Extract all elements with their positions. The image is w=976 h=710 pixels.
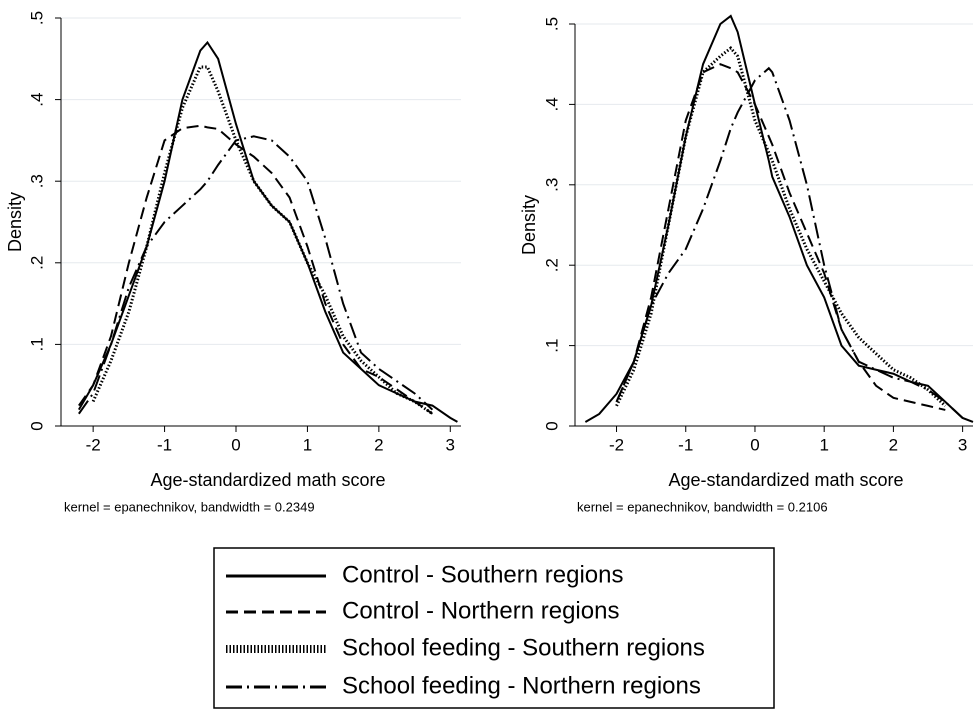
y-tick-label: .4	[27, 93, 46, 107]
x-tick-label: 1	[303, 435, 312, 454]
x-tick-label: 2	[889, 435, 898, 454]
legend-label: Control - Northern regions	[342, 597, 619, 624]
y-tick-label: 0	[542, 421, 561, 430]
legend-label: Control - Southern regions	[342, 561, 623, 588]
density-line	[78, 124, 433, 415]
density-line	[615, 63, 946, 411]
y-tick-label: .5	[542, 17, 561, 31]
x-tick-label: -1	[157, 435, 172, 454]
y-tick-label: .2	[542, 258, 561, 272]
y-tick-label: .3	[27, 174, 46, 188]
legend-label: School feeding - Northern regions	[342, 672, 701, 699]
density-line	[78, 135, 434, 415]
x-axis-title: Age-standardized math score	[668, 470, 903, 490]
y-axis-title: Density	[5, 192, 25, 252]
x-tick-label: 0	[231, 435, 240, 454]
density-line	[91, 65, 434, 415]
x-tick-label: 2	[374, 435, 383, 454]
y-tick-label: .5	[27, 11, 46, 25]
legend-label: School feeding - Southern regions	[342, 634, 705, 661]
y-tick-label: .1	[542, 339, 561, 353]
y-tick-label: .2	[27, 256, 46, 270]
x-tick-label: -2	[609, 435, 624, 454]
y-tick-label: 0	[27, 421, 46, 430]
x-tick-label: 0	[750, 435, 759, 454]
y-tick-label: .3	[542, 178, 561, 192]
density-line	[615, 66, 964, 419]
x-axis-title: Age-standardized math score	[150, 470, 385, 490]
x-tick-label: -1	[678, 435, 693, 454]
note: kernel = epanechnikov, bandwidth = 0.210…	[577, 499, 828, 514]
x-tick-label: 3	[446, 435, 455, 454]
note: kernel = epanechnikov, bandwidth = 0.234…	[64, 499, 315, 514]
x-tick-label: 1	[819, 435, 828, 454]
x-tick-label: -2	[86, 435, 101, 454]
y-tick-label: .4	[542, 97, 561, 111]
x-tick-label: 3	[958, 435, 967, 454]
y-tick-label: .1	[27, 337, 46, 351]
y-axis-title: Density	[519, 195, 539, 255]
